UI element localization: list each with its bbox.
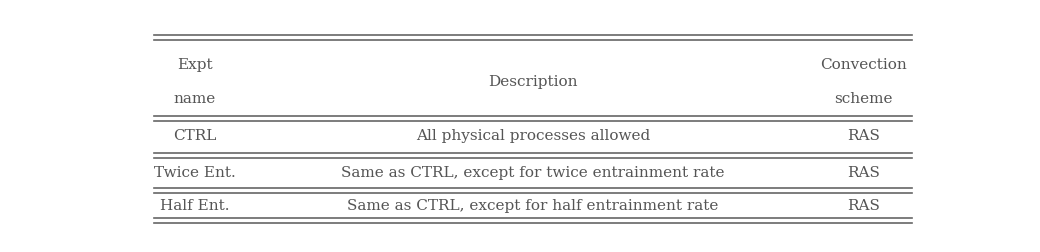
Text: Expt: Expt	[177, 58, 212, 72]
Text: Same as CTRL, except for twice entrainment rate: Same as CTRL, except for twice entrainme…	[341, 165, 725, 179]
Text: RAS: RAS	[847, 198, 880, 212]
Text: name: name	[174, 91, 215, 105]
Text: RAS: RAS	[847, 165, 880, 179]
Text: Twice Ent.: Twice Ent.	[154, 165, 235, 179]
Text: Convection: Convection	[821, 58, 907, 72]
Text: CTRL: CTRL	[173, 128, 216, 142]
Text: Half Ent.: Half Ent.	[160, 198, 229, 212]
Text: Same as CTRL, except for half entrainment rate: Same as CTRL, except for half entrainmen…	[347, 198, 719, 212]
Text: Description: Description	[488, 75, 578, 89]
Text: All physical processes allowed: All physical processes allowed	[416, 128, 650, 142]
Text: scheme: scheme	[834, 91, 892, 105]
Text: RAS: RAS	[847, 128, 880, 142]
